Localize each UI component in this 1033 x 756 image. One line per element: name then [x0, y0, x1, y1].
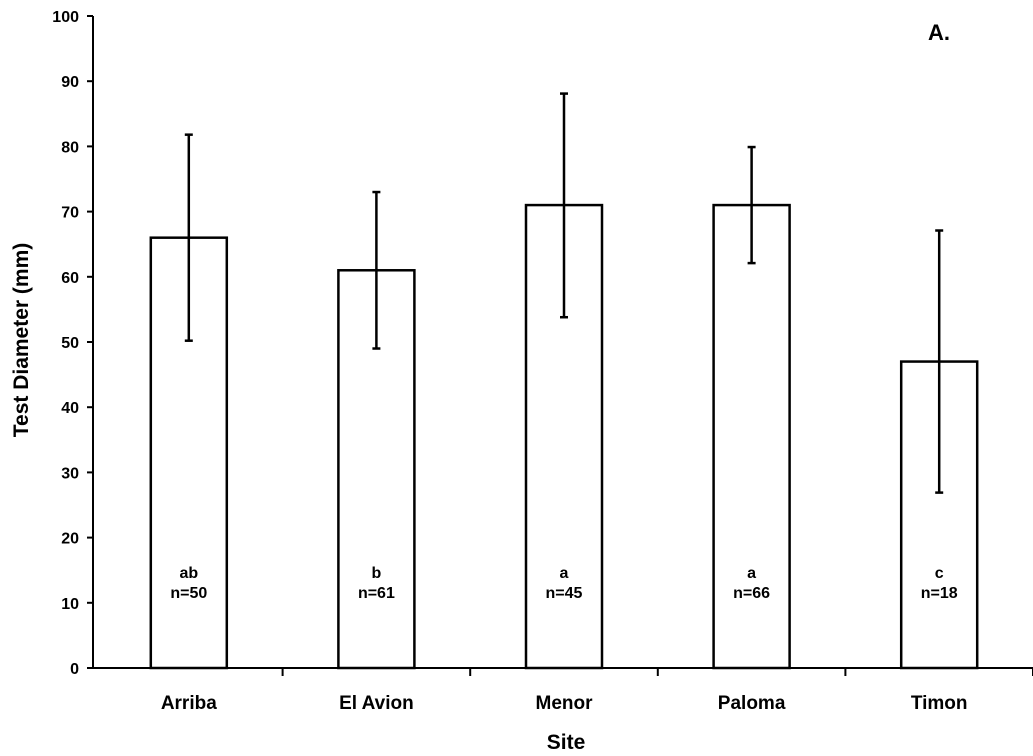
bar — [712, 203, 791, 670]
significance-letter: b — [372, 565, 382, 582]
y-tick-label: 100 — [52, 9, 79, 26]
significance-letter: a — [747, 565, 756, 582]
significance-letter: c — [935, 565, 944, 582]
x-tick-label: El Avion — [339, 693, 414, 714]
x-tick-label: Menor — [536, 693, 594, 714]
y-tick-label: 0 — [70, 661, 79, 678]
y-tick-label: 70 — [61, 205, 79, 222]
y-axis: 0 10 20 30 40 50 60 70 80 90 100 — [52, 9, 94, 678]
y-tick-label: 40 — [61, 400, 79, 417]
sample-size-label: n=50 — [170, 585, 207, 602]
x-axis-title: Site — [547, 731, 586, 754]
x-tick-label: Paloma — [718, 693, 786, 714]
sample-size-label: n=61 — [358, 585, 395, 602]
x-tick-label: Timon — [911, 693, 968, 714]
y-tick-label: 30 — [61, 465, 79, 482]
sample-size-label: n=18 — [921, 585, 958, 602]
bars: ab n=50 b n=61 a n=45 a n=66 c n=18 — [149, 92, 979, 670]
y-tick-label: 80 — [61, 139, 79, 156]
y-tick-label: 60 — [61, 270, 79, 287]
panel-label: A. — [928, 20, 950, 45]
significance-letter: a — [560, 565, 569, 582]
y-tick-label: 90 — [61, 74, 79, 91]
x-tick-label: Arriba — [161, 693, 217, 714]
y-tick-label: 10 — [61, 596, 79, 613]
y-tick-label: 20 — [61, 531, 79, 548]
sample-size-label: n=45 — [546, 585, 583, 602]
x-axis: Arriba El Avion Menor Paloma Timon — [93, 667, 1033, 714]
sample-size-label: n=66 — [733, 585, 770, 602]
y-tick-label: 50 — [61, 335, 79, 352]
significance-letter: ab — [179, 565, 198, 582]
y-axis-title: Test Diameter (mm) — [10, 243, 33, 438]
